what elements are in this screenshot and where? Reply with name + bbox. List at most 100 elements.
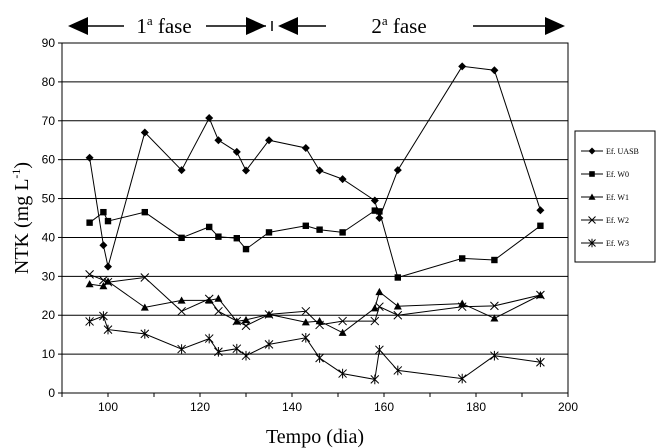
diamond-marker (338, 175, 347, 184)
y-tick-label: 70 (42, 114, 56, 128)
square-marker (100, 208, 107, 216)
square-marker (86, 219, 93, 226)
y-tick-label: 30 (42, 269, 56, 283)
diamond-marker (205, 114, 214, 123)
triangle-marker (338, 328, 347, 336)
star-marker (177, 344, 186, 354)
diamond-marker (104, 262, 112, 271)
star-marker (338, 368, 347, 379)
x-marker (301, 306, 311, 316)
legend-label: Ef. W2 (606, 216, 629, 225)
star-marker (85, 316, 94, 327)
star-marker (232, 343, 242, 354)
star-marker (370, 374, 380, 385)
triangle-marker (490, 314, 499, 322)
x-marker (338, 316, 347, 326)
x-tick-label: 180 (466, 400, 486, 414)
axes: 0 10 20 30 40 50 60 70 80 90 100 120 140 160 180 200 (42, 36, 579, 414)
x-marker (177, 306, 186, 316)
x-marker (490, 301, 499, 311)
y-axis-title-sup: -1 (9, 169, 23, 179)
y-axis-title-main: NTK (mg L (11, 179, 33, 275)
x-marker (140, 273, 150, 282)
y-tick-label: 20 (42, 308, 56, 322)
y-axis-title: NTK (mg L-1) (9, 162, 33, 274)
y-tick-label: 90 (42, 36, 56, 50)
triangle-marker (588, 193, 596, 200)
star-marker (99, 311, 108, 321)
star-marker (103, 324, 113, 335)
y-tick-label: 0 (48, 386, 55, 400)
triangle-marker (242, 315, 250, 324)
diamond-marker (490, 66, 499, 75)
legend-item: Ef. W0 (581, 170, 629, 179)
phase-1-label: 1a fase (136, 13, 191, 38)
gridlines (62, 81, 568, 355)
square-marker (537, 222, 544, 229)
x-tick-label: 120 (190, 400, 210, 414)
square-marker (376, 208, 383, 215)
square-marker (233, 235, 240, 242)
diamond-marker (99, 241, 108, 250)
square-marker (302, 222, 309, 229)
plot-area (61, 42, 569, 394)
square-marker (206, 223, 213, 231)
square-marker (394, 274, 401, 281)
triangle-marker (99, 282, 108, 290)
diamond-marker (85, 153, 94, 162)
star-marker (490, 350, 499, 361)
diamond-marker (393, 166, 402, 175)
phase-2-left-arrow (278, 17, 298, 35)
series-ef-w0 (86, 207, 544, 281)
legend-item: Ef. W2 (581, 216, 629, 225)
y-tick-label: 40 (42, 230, 56, 244)
diamond-marker (370, 196, 379, 205)
diamond-marker (536, 206, 545, 215)
x-axis-title: Tempo (dia) (266, 426, 364, 448)
square-marker (371, 207, 378, 214)
square-marker (141, 208, 148, 216)
triangle-marker (214, 294, 223, 302)
phase-1-left-arrow (68, 17, 88, 35)
series-ef-w2 (85, 270, 545, 331)
legend-item: Ef. W3 (581, 238, 629, 248)
triangle-marker (140, 303, 149, 311)
x-marker (85, 270, 94, 279)
star-marker (264, 339, 274, 350)
series-group (85, 62, 545, 385)
x-marker (204, 294, 214, 304)
x-marker (370, 316, 380, 326)
phase-annotations: 1a fase 2a fase (68, 13, 565, 38)
diamond-marker (588, 147, 596, 155)
series-ef-uasb (85, 62, 545, 271)
triangle-marker (85, 280, 94, 288)
square-marker (589, 171, 595, 177)
diamond-marker (242, 166, 250, 175)
star-marker (214, 346, 223, 357)
x-tick-label: 140 (282, 400, 302, 414)
x-tick-label: 160 (374, 400, 394, 414)
legend-label: Ef. W3 (606, 239, 629, 248)
legend-label: Ef. UASB (606, 147, 639, 156)
square-marker (339, 229, 346, 236)
square-marker (178, 234, 185, 242)
triangle-marker (301, 318, 310, 326)
star-marker (315, 353, 324, 363)
diamond-marker (140, 128, 149, 137)
triangle-marker (393, 302, 402, 310)
star-marker (457, 373, 467, 384)
x-marker (315, 320, 324, 330)
x-marker (375, 302, 384, 312)
x-marker (457, 302, 467, 312)
x-marker (588, 216, 596, 224)
y-tick-label: 10 (42, 347, 56, 361)
x-marker (241, 321, 251, 331)
y-tick-label: 80 (42, 75, 56, 89)
x-marker (393, 310, 403, 320)
square-marker (215, 233, 222, 240)
x-marker (214, 306, 223, 316)
diamond-marker (458, 62, 467, 71)
square-marker (104, 217, 112, 225)
legend-label: Ef. W0 (606, 170, 629, 179)
